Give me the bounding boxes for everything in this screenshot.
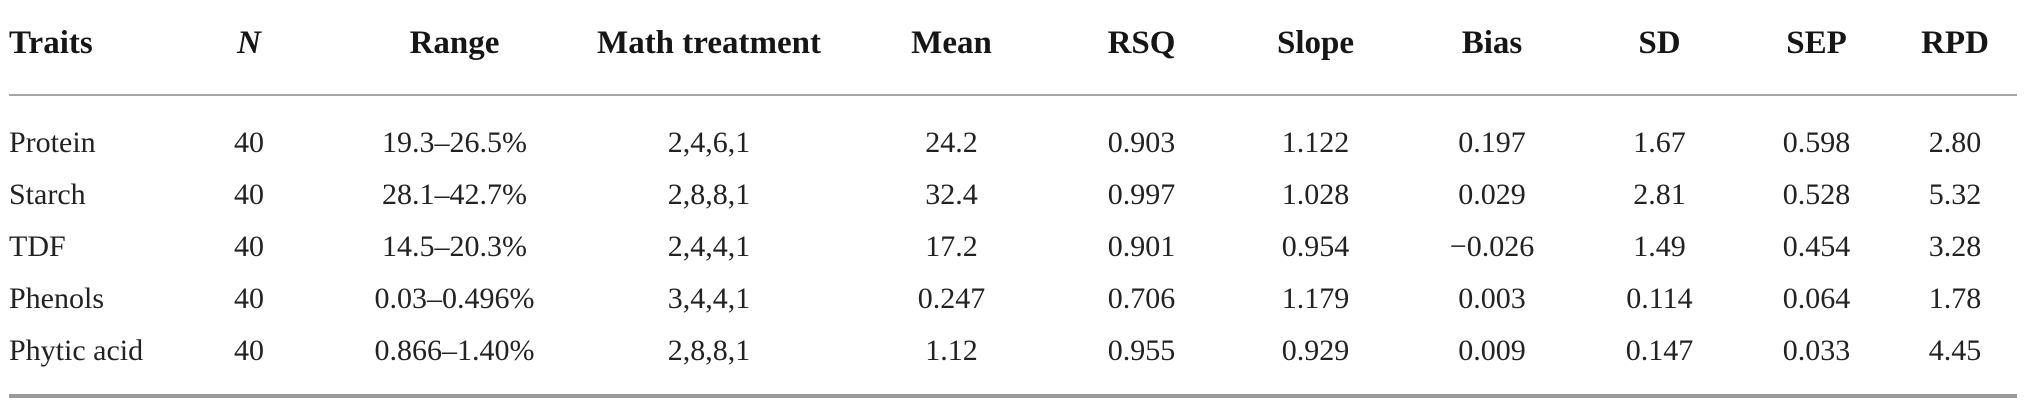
value-cell-sd: 0.114	[1626, 282, 1693, 315]
value-cell-range: 0.03–0.496%	[374, 282, 535, 315]
value-cell-rpd: 5.32	[1928, 178, 1982, 211]
value-cell-mean: 1.12	[925, 334, 978, 367]
spacer-row-bottom	[9, 377, 2017, 394]
table-row-starch: Starch 40 28.1–42.7% 2,8,8,1 32.4 0.997 1.028 0…	[9, 169, 2017, 221]
value-cell-rsq: 0.997	[1107, 178, 1176, 211]
value-cell-math-treatment: 2,4,6,1	[667, 126, 751, 159]
value-cell-range: 14.5–20.3%	[382, 230, 527, 263]
value-cell-sd: 1.67	[1633, 126, 1686, 159]
spacer-row-top	[9, 96, 2017, 117]
value-cell-n: 40	[234, 334, 264, 367]
value-cell-bias: 0.009	[1458, 334, 1526, 367]
value-cell-sd: 0.147	[1625, 334, 1694, 367]
value-cell-rsq: 0.903	[1107, 126, 1176, 159]
value-cell-n: 40	[234, 178, 264, 211]
column-header-rsq: RSQ	[1057, 0, 1226, 96]
value-cell-sep: 0.033	[1782, 334, 1851, 367]
value-cell-rpd: 3.28	[1928, 230, 1982, 263]
trait-cell: Phytic acid	[9, 334, 144, 367]
value-cell-mean: 32.4	[925, 178, 978, 211]
value-cell-sep: 0.064	[1782, 282, 1851, 315]
table-row-phytic-acid: Phytic acid 40 0.866–1.40% 2,8,8,1 1.12 0.955…	[9, 325, 2017, 377]
value-cell-sd: 1.49	[1633, 230, 1686, 263]
column-header-slope: Slope	[1226, 0, 1405, 96]
value-cell-math-treatment: 2,4,4,1	[667, 230, 751, 263]
column-header-range: Range	[337, 0, 572, 96]
value-cell-bias: 0.003	[1458, 282, 1526, 315]
column-header-bias: Bias	[1405, 0, 1579, 96]
value-cell-sep: 0.598	[1782, 126, 1851, 159]
value-cell-bias: −0.026	[1449, 230, 1535, 263]
value-cell-sep: 0.454	[1782, 230, 1851, 263]
value-cell-rpd: 1.78	[1928, 282, 1982, 315]
value-cell-sd: 2.81	[1633, 178, 1686, 211]
value-cell-n: 40	[234, 126, 264, 159]
value-cell-mean: 0.247	[917, 282, 986, 315]
spacer-cell	[9, 96, 2017, 117]
value-cell-bias: 0.197	[1458, 126, 1526, 159]
value-cell-math-treatment: 2,8,8,1	[667, 334, 751, 367]
value-cell-range: 19.3–26.5%	[382, 126, 527, 159]
value-cell-n: 40	[234, 230, 264, 263]
value-cell-slope: 1.028	[1281, 178, 1350, 211]
value-cell-range: 28.1–42.7%	[382, 178, 527, 211]
calibration-statistics-table: Traits N Range Math treatment Mean RSQ Slope Bi…	[9, 0, 2017, 394]
value-cell-sep: 0.528	[1782, 178, 1851, 211]
value-cell-math-treatment: 3,4,4,1	[667, 282, 751, 315]
trait-cell: Phenols	[9, 282, 105, 315]
value-cell-rpd: 2.80	[1928, 126, 1982, 159]
table-body: Protein 40 19.3–26.5% 2,4,6,1 24.2 0.903 1.122…	[9, 96, 2017, 394]
value-cell-mean: 17.2	[925, 230, 978, 263]
column-header-rpd: RPD	[1893, 0, 2017, 96]
table-row-tdf: TDF 40 14.5–20.3% 2,4,4,1 17.2 0.901 0.954 −0.0…	[9, 221, 2017, 273]
value-cell-rsq: 0.955	[1107, 334, 1176, 367]
value-cell-slope: 0.929	[1281, 334, 1350, 367]
column-header-n: N	[161, 0, 337, 96]
column-header-math-treatment: Math treatment	[572, 0, 846, 96]
table-row-protein: Protein 40 19.3–26.5% 2,4,6,1 24.2 0.903 1.122…	[9, 117, 2017, 169]
value-cell-bias: 0.029	[1458, 178, 1526, 211]
value-cell-mean: 24.2	[925, 126, 978, 159]
value-cell-range: 0.866–1.40%	[374, 334, 535, 367]
trait-cell: Protein	[9, 126, 96, 159]
value-cell-slope: 1.179	[1281, 282, 1350, 315]
table-row-phenols: Phenols 40 0.03–0.496% 3,4,4,1 0.247 0.706 1.1…	[9, 273, 2017, 325]
column-header-traits: Traits	[9, 0, 161, 96]
value-cell-slope: 0.954	[1281, 230, 1350, 263]
column-header-mean: Mean	[846, 0, 1057, 96]
value-cell-n: 40	[234, 282, 264, 315]
trait-cell: Starch	[9, 178, 86, 211]
column-header-sep: SEP	[1740, 0, 1893, 96]
value-cell-rsq: 0.901	[1107, 230, 1176, 263]
trait-cell: TDF	[9, 230, 66, 263]
table-wrapper: Traits N Range Math treatment Mean RSQ Slope Bi…	[9, 0, 2017, 394]
value-cell-rpd: 4.45	[1928, 334, 1982, 367]
value-cell-rsq: 0.706	[1107, 282, 1176, 315]
table-bottom-rule	[9, 394, 2017, 398]
header-row: Traits N Range Math treatment Mean RSQ Slope Bi…	[9, 0, 2017, 96]
table-header: Traits N Range Math treatment Mean RSQ Slope Bi…	[9, 0, 2017, 96]
spacer-cell	[9, 377, 2017, 394]
value-cell-math-treatment: 2,8,8,1	[667, 178, 751, 211]
column-header-sd: SD	[1579, 0, 1740, 96]
value-cell-slope: 1.122	[1281, 126, 1350, 159]
